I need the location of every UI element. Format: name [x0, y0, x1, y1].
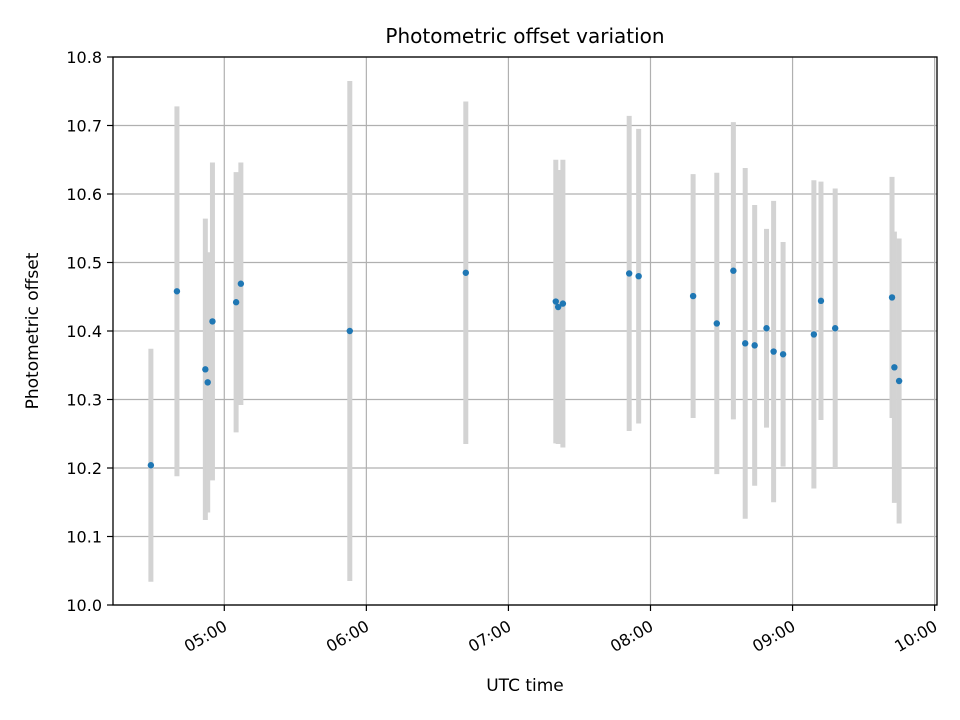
data-point [751, 342, 758, 349]
chart-title: Photometric offset variation [385, 24, 664, 48]
data-point [779, 351, 787, 358]
data-point [462, 269, 470, 276]
data-point [232, 299, 240, 306]
data-points [147, 267, 903, 469]
y-axis-label: Photometric offset [23, 252, 43, 409]
data-point [763, 325, 770, 332]
data-point [888, 294, 896, 301]
data-point [689, 292, 697, 300]
data-point [730, 267, 737, 274]
data-point [742, 340, 749, 347]
y-tick-label: 10.7 [66, 117, 102, 136]
data-point [237, 280, 245, 287]
y-tick-label: 10.0 [66, 596, 102, 615]
y-tick-label: 10.3 [66, 391, 102, 410]
data-point [202, 366, 209, 373]
data-point [204, 379, 211, 386]
y-axis: 10.0 10.1 10.2 10.3 10.4 10.5 10.6 10.7 10.8 [66, 48, 113, 615]
y-tick-label: 10.2 [66, 459, 102, 478]
data-point [559, 300, 567, 307]
data-point [635, 273, 642, 280]
y-tick-label: 10.1 [66, 528, 102, 547]
data-point [346, 327, 353, 335]
data-point [810, 331, 818, 338]
data-point [147, 462, 155, 469]
y-tick-label: 10.8 [66, 48, 102, 67]
data-point [554, 303, 562, 311]
data-point [173, 288, 181, 295]
data-point [895, 377, 903, 385]
data-point [713, 320, 720, 327]
y-tick-label: 10.5 [66, 254, 102, 273]
x-axis-label: UTC time [486, 676, 564, 696]
data-point [831, 325, 839, 332]
y-tick-label: 10.4 [66, 322, 102, 341]
data-point [770, 348, 777, 355]
y-tick-label: 10.6 [66, 185, 102, 204]
data-point [891, 364, 898, 371]
data-point [209, 318, 216, 325]
data-point [552, 298, 559, 305]
data-point [625, 270, 633, 277]
data-point [817, 297, 825, 305]
